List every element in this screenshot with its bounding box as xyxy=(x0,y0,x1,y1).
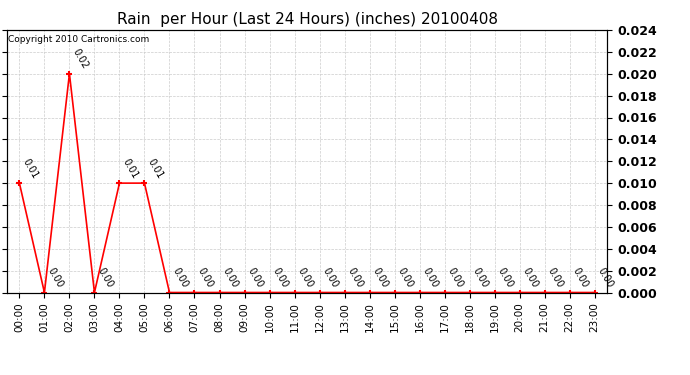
Text: 0.00: 0.00 xyxy=(396,266,415,290)
Text: 0.00: 0.00 xyxy=(496,266,515,290)
Text: 0.00: 0.00 xyxy=(271,266,290,290)
Text: 0.00: 0.00 xyxy=(471,266,491,290)
Text: 0.00: 0.00 xyxy=(296,266,315,290)
Text: 0.01: 0.01 xyxy=(146,157,165,180)
Text: 0.00: 0.00 xyxy=(371,266,391,290)
Text: 0.00: 0.00 xyxy=(571,266,591,290)
Text: 0.01: 0.01 xyxy=(21,157,40,180)
Text: 0.00: 0.00 xyxy=(321,266,340,290)
Text: 0.02: 0.02 xyxy=(71,47,90,71)
Text: 0.00: 0.00 xyxy=(346,266,365,290)
Text: 0.00: 0.00 xyxy=(246,266,265,290)
Text: 0.00: 0.00 xyxy=(546,266,565,290)
Text: 0.00: 0.00 xyxy=(46,266,65,290)
Text: 0.00: 0.00 xyxy=(521,266,540,290)
Text: 0.00: 0.00 xyxy=(221,266,240,290)
Text: 0.00: 0.00 xyxy=(446,266,465,290)
Text: 0.01: 0.01 xyxy=(121,157,140,180)
Text: 0.00: 0.00 xyxy=(421,266,440,290)
Title: Rain  per Hour (Last 24 Hours) (inches) 20100408: Rain per Hour (Last 24 Hours) (inches) 2… xyxy=(117,12,497,27)
Text: Copyright 2010 Cartronics.com: Copyright 2010 Cartronics.com xyxy=(8,35,149,44)
Text: 0.00: 0.00 xyxy=(196,266,215,290)
Text: 0.00: 0.00 xyxy=(96,266,115,290)
Text: 0.00: 0.00 xyxy=(596,266,615,290)
Text: 0.00: 0.00 xyxy=(171,266,190,290)
